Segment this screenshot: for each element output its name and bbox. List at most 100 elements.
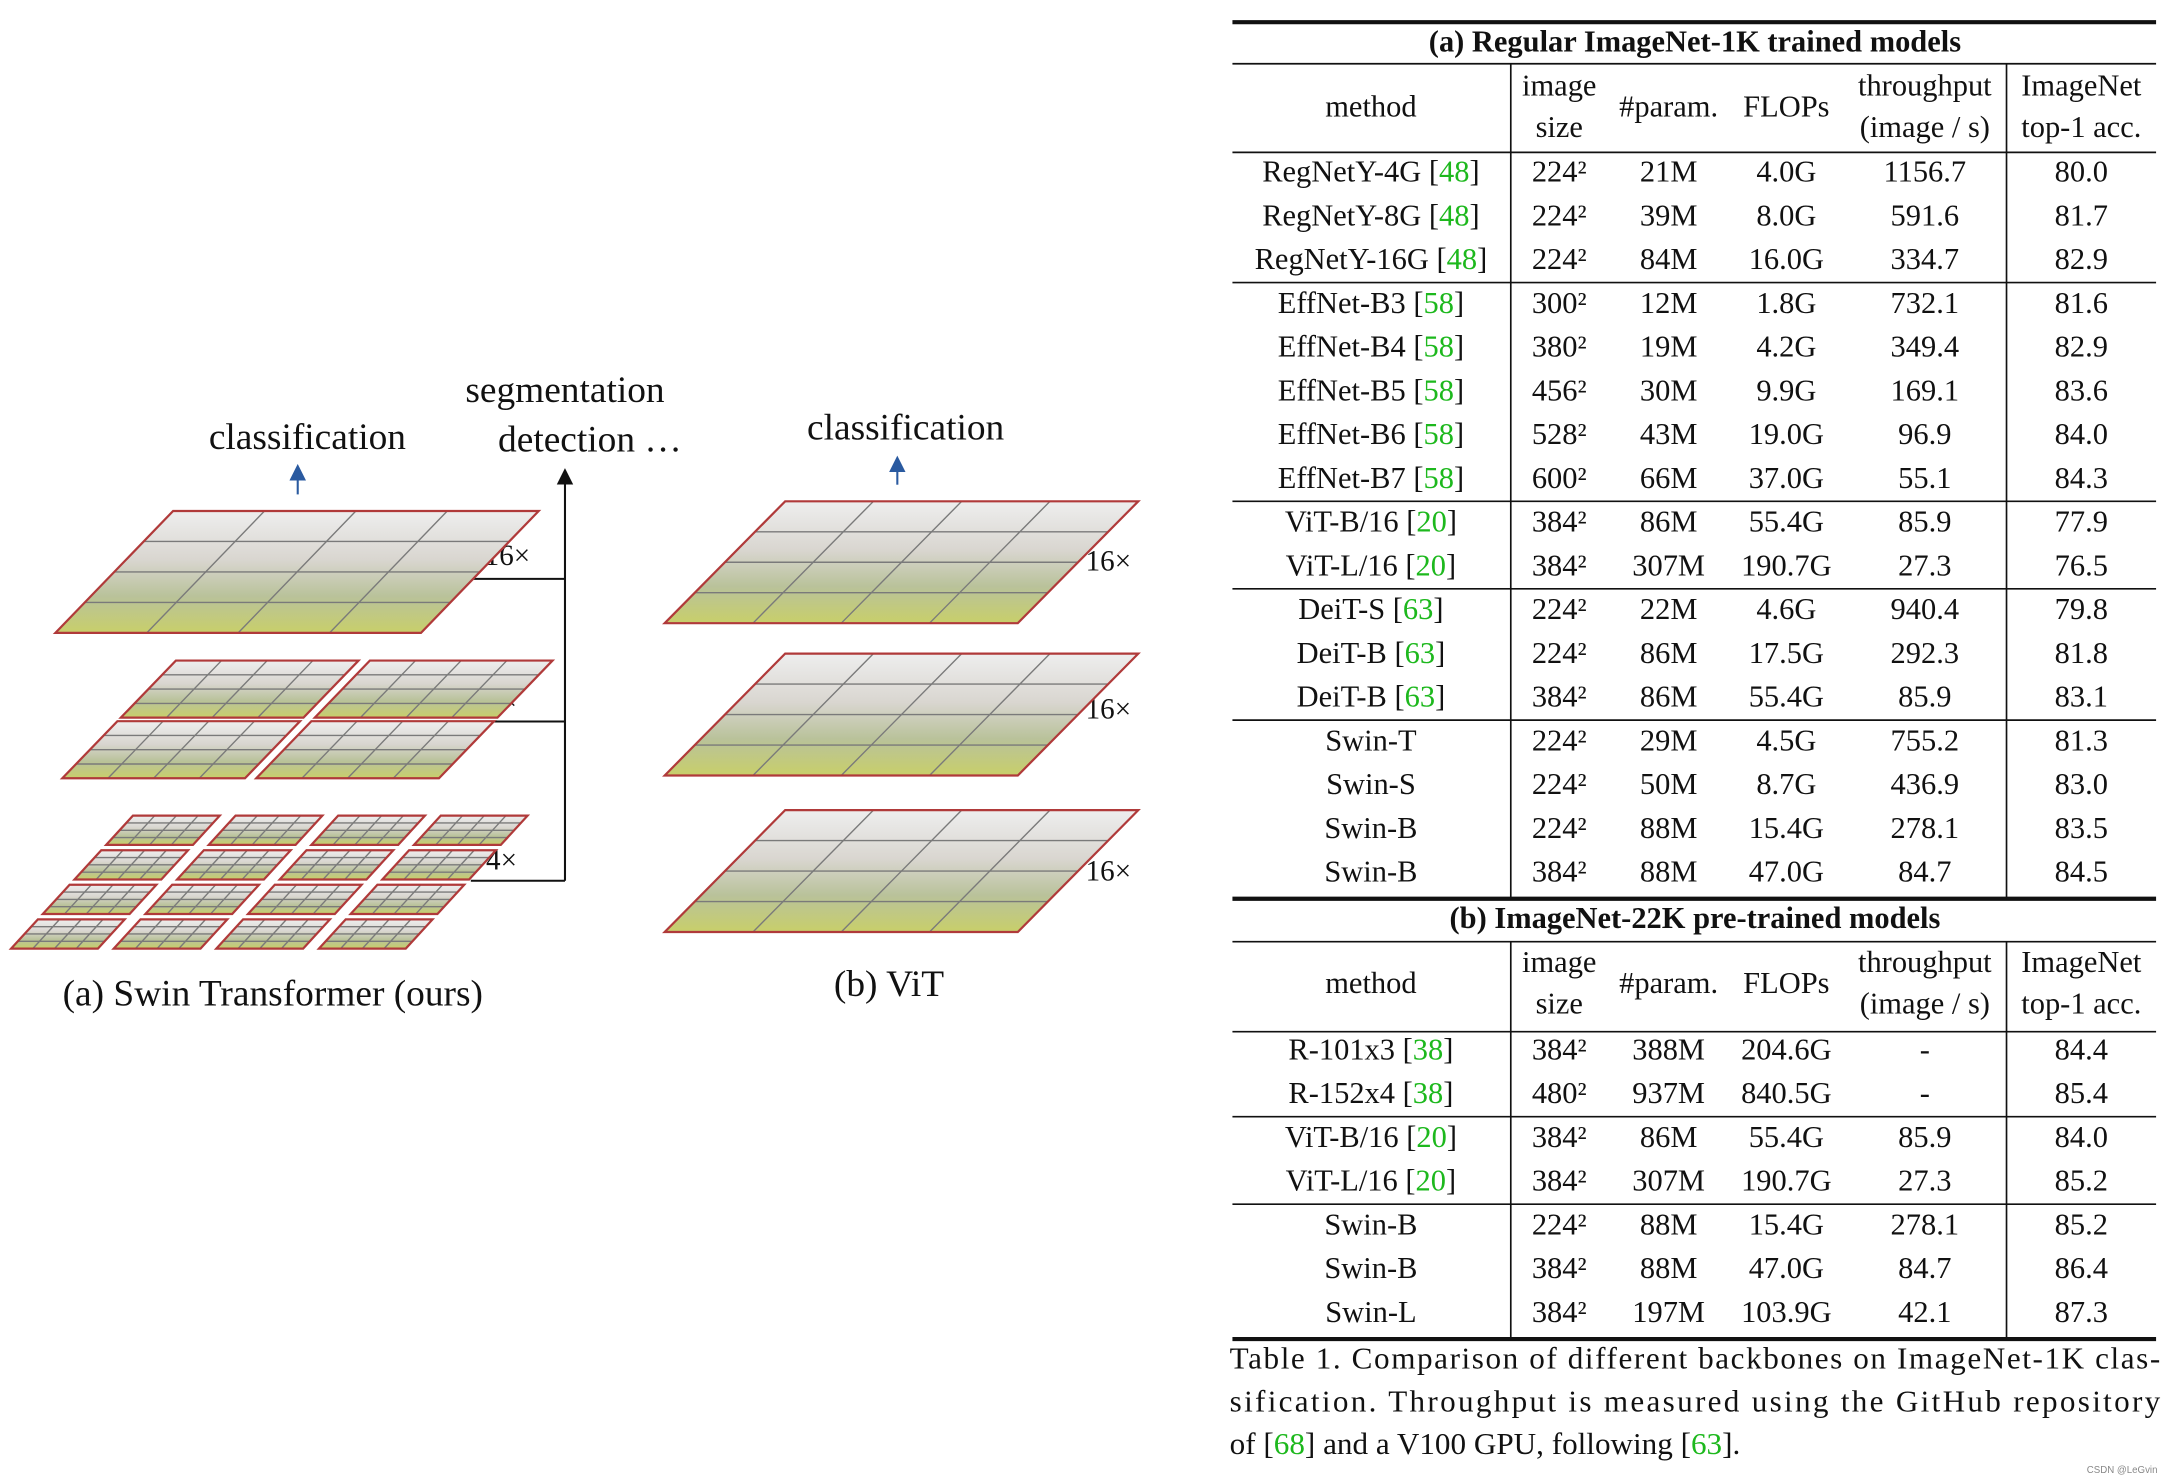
results-table: (a) Regular ImageNet-1K trained models me…: [1232, 20, 2157, 1342]
method-cell: R-101x3 [38]: [1288, 1032, 1453, 1066]
grid-line: [375, 815, 404, 846]
cell: 600²: [1532, 461, 1587, 495]
cell: 384²: [1532, 1164, 1587, 1198]
cell: 84.0: [2055, 1120, 2108, 1154]
cell: 197M: [1632, 1295, 1705, 1329]
cell: 76.5: [2055, 548, 2108, 582]
cell: 384²: [1532, 1120, 1587, 1154]
column-header: method: [1325, 89, 1416, 123]
method-cell: Swin-B: [1324, 855, 1417, 889]
grid-line: [107, 884, 136, 915]
cell: 16.0G: [1749, 242, 1824, 276]
window-border: [213, 918, 333, 950]
method-cell: DeiT-S [63]: [1298, 592, 1443, 626]
label: detection …: [498, 420, 682, 461]
grid-line: [383, 918, 412, 950]
cell: 937M: [1632, 1076, 1705, 1110]
cell: 103.9G: [1741, 1295, 1832, 1329]
cell: 384²: [1532, 1251, 1587, 1285]
label: classification: [807, 407, 1004, 448]
cell: 50M: [1640, 767, 1698, 801]
method-cell: R-152x4 [38]: [1288, 1076, 1453, 1110]
caption: (b) ViT: [834, 964, 944, 1005]
window-border: [348, 883, 467, 916]
cell: 384²: [1532, 1032, 1587, 1066]
method-cell: Swin-T: [1325, 723, 1417, 757]
method-cell: Swin-B: [1324, 811, 1417, 845]
cell: 1156.7: [1884, 155, 1967, 189]
cell: 27.3: [1898, 548, 1951, 582]
cell: 55.4G: [1749, 1120, 1824, 1154]
column-header: #param.: [1619, 966, 1718, 1000]
column-header: (image / s): [1860, 987, 1990, 1021]
cell: 82.9: [2055, 242, 2108, 276]
window-border: [59, 720, 303, 780]
cell: 86M: [1640, 680, 1698, 714]
cell: 66M: [1640, 461, 1698, 495]
cell: 732.1: [1891, 286, 1960, 320]
grid-line: [280, 918, 309, 950]
grid-line: [139, 849, 167, 880]
cell: 1.8G: [1756, 286, 1816, 320]
cell: -: [1920, 1032, 1930, 1066]
column-header: throughput: [1858, 945, 1992, 979]
column-header: ImageNet: [2021, 69, 2142, 103]
cell: 88M: [1640, 1207, 1698, 1241]
feature-map: [662, 652, 1141, 777]
column-header: method: [1325, 966, 1416, 1000]
grid-line: [451, 660, 508, 719]
cell: 85.9: [1898, 680, 1951, 714]
cell: 15.4G: [1749, 1207, 1824, 1241]
cell: 456²: [1532, 373, 1587, 407]
window-border: [411, 814, 531, 847]
watermark: CSDN @LeGvin: [2087, 1465, 2158, 1476]
window-border: [316, 918, 436, 950]
grid-line: [344, 849, 373, 880]
scale-label: 16×: [1086, 545, 1131, 577]
grid-line: [329, 510, 448, 634]
cell: 224²: [1532, 1207, 1587, 1241]
column-header: top-1 acc.: [2021, 987, 2141, 1021]
method-cell: EffNet-B4 [58]: [1278, 330, 1464, 364]
cell: 384²: [1532, 855, 1587, 889]
cell: 84.3: [2055, 461, 2108, 495]
method-cell: EffNet-B6 [58]: [1278, 417, 1464, 451]
method-cell: RegNetY-16G [48]: [1255, 242, 1488, 276]
window-border: [662, 809, 1141, 934]
cell: 278.1: [1891, 1207, 1960, 1241]
cell: 388M: [1632, 1032, 1705, 1066]
label: classification: [209, 417, 406, 458]
method-cell: DeiT-B [63]: [1297, 636, 1446, 670]
scale-label: 16×: [1086, 855, 1131, 887]
grid-line: [929, 809, 1051, 933]
cell: 384²: [1532, 548, 1587, 582]
feature-map: [8, 814, 531, 950]
cell: 81.8: [2055, 636, 2108, 670]
cell: 84.5: [2055, 855, 2108, 889]
grid-line: [198, 720, 255, 779]
method-cell: ViT-B/16 [20]: [1285, 1120, 1457, 1154]
cell: 21M: [1640, 155, 1698, 189]
cell: 30M: [1640, 373, 1698, 407]
cell: 88M: [1640, 855, 1698, 889]
window-border: [142, 883, 262, 916]
grid-line: [415, 884, 444, 915]
cell: 190.7G: [1741, 548, 1832, 582]
window-border: [253, 720, 497, 780]
feature-map: [52, 509, 542, 634]
method-cell: Swin-S: [1326, 767, 1416, 801]
window-border: [118, 659, 362, 719]
feature-map: [59, 659, 556, 780]
cell: 17.5G: [1749, 636, 1824, 670]
cell: 79.8: [2055, 592, 2108, 626]
method-cell: DeiT-B [63]: [1297, 680, 1446, 714]
cell: 27.3: [1898, 1164, 1951, 1198]
grid-line: [257, 660, 314, 719]
section-title: (b) ImageNet-22K pre-trained models: [1450, 901, 1941, 935]
cell: 12M: [1640, 286, 1698, 320]
cell: 42.1: [1898, 1295, 1951, 1329]
column-header: #param.: [1619, 89, 1718, 123]
cell: 384²: [1532, 505, 1587, 539]
cell: 528²: [1532, 417, 1587, 451]
